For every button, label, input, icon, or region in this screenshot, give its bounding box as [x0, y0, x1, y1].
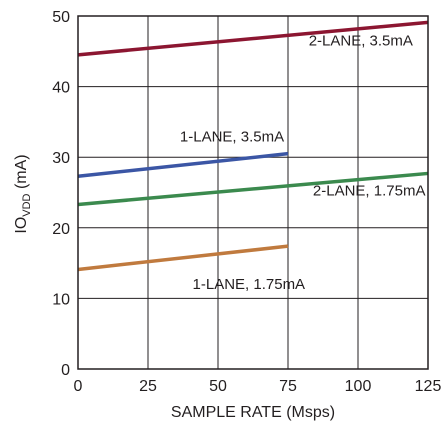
series-line	[77, 244, 289, 272]
grid	[78, 16, 428, 369]
x-tick-label: 50	[209, 378, 227, 395]
x-tick-label: 100	[345, 378, 372, 395]
series-label: 1-LANE, 3.5mA	[180, 129, 284, 146]
y-tick-label: 0	[61, 362, 70, 379]
series-label: 1-LANE, 1.75mA	[193, 276, 306, 293]
series-label: 2-LANE, 1.75mA	[313, 182, 426, 199]
y-axis-title-subscript: VDD	[21, 193, 33, 216]
series-line	[77, 20, 429, 57]
y-axis-title: IOVDD (mA)	[13, 154, 33, 233]
y-tick-label: 10	[52, 291, 70, 308]
y-axis-title-unit: (mA)	[13, 154, 30, 193]
x-tick-label: 75	[279, 378, 297, 395]
x-tick-label: 125	[415, 378, 442, 395]
series-line	[77, 171, 429, 207]
series-line	[77, 151, 289, 179]
x-axis-title: SAMPLE RATE (Msps)	[171, 404, 335, 421]
x-tick-label: 0	[74, 378, 83, 395]
y-tick-label: 20	[52, 221, 70, 238]
y-tick-label: 30	[52, 150, 70, 167]
series-label: 2-LANE, 3.5mA	[309, 33, 413, 50]
y-axis-title-main: IO	[13, 217, 30, 234]
series-lines	[77, 20, 429, 272]
y-tick-label: 50	[52, 9, 70, 26]
plot-frame	[77, 15, 429, 370]
y-tick-label: 40	[52, 80, 70, 97]
series-labels: 2-LANE, 3.5mA 1-LANE, 3.5mA 2-LANE, 1.75mA…	[180, 33, 426, 294]
tick-labels: 0 25 50 75 100 125 0 10 20 30 40 50	[52, 9, 441, 395]
x-tick-label: 25	[139, 378, 157, 395]
